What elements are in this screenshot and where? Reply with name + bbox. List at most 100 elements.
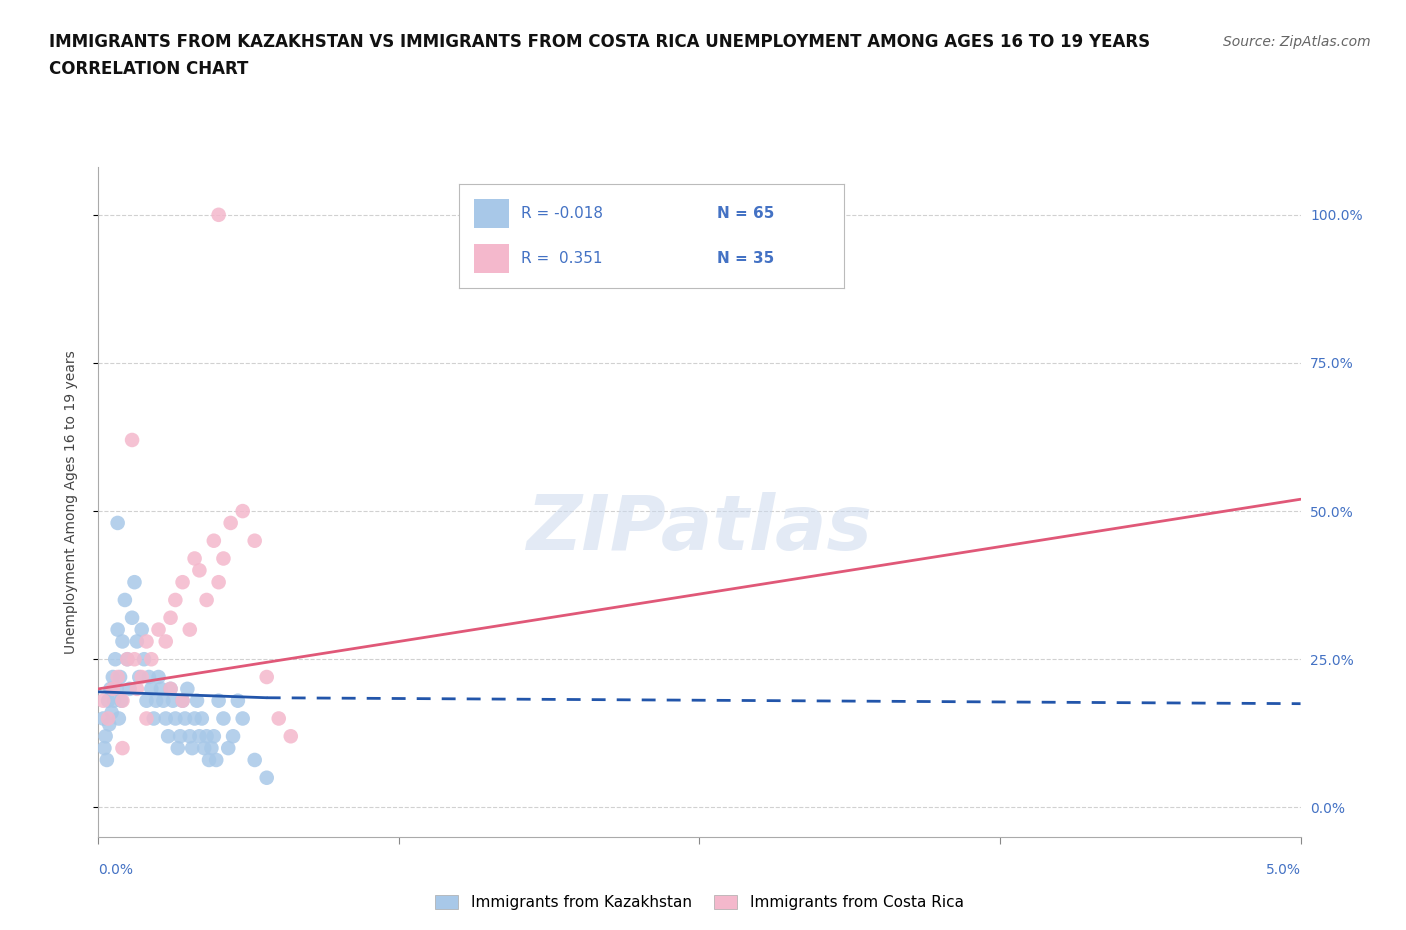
Legend: Immigrants from Kazakhstan, Immigrants from Costa Rica: Immigrants from Kazakhstan, Immigrants f… [429, 889, 970, 916]
Point [97, 711, 120, 726]
Point [152, 693, 174, 708]
Text: 5.0%: 5.0% [1265, 862, 1301, 877]
Point [195, 592, 218, 607]
Point [212, 551, 235, 566]
Point [243, 533, 266, 548]
Point [107, 622, 129, 637]
Point [142, 711, 165, 726]
Point [100, 682, 122, 697]
Point [183, 551, 205, 566]
Point [148, 622, 170, 637]
Point [91, 693, 114, 708]
Text: ZIPatlas: ZIPatlas [526, 492, 873, 566]
Point [188, 563, 211, 578]
Y-axis label: Unemployment Among Ages 16 to 19 years: Unemployment Among Ages 16 to 19 years [63, 351, 77, 654]
Point [179, 729, 201, 744]
Text: CORRELATION CHART: CORRELATION CHART [49, 60, 249, 78]
Point [97, 693, 120, 708]
Point [157, 729, 180, 744]
Point [141, 652, 163, 667]
Point [165, 592, 187, 607]
Point [94, 729, 117, 744]
Point [172, 693, 194, 708]
Point [135, 693, 157, 708]
Point [149, 682, 172, 697]
Point [131, 622, 153, 637]
Point [202, 533, 225, 548]
Point [165, 711, 187, 726]
Point [280, 729, 302, 744]
Point [135, 634, 157, 649]
Point [198, 752, 221, 767]
Point [267, 711, 290, 726]
Point [183, 711, 205, 726]
Point [191, 711, 214, 726]
Point [256, 670, 278, 684]
Point [117, 652, 139, 667]
Point [108, 670, 131, 684]
Point [155, 711, 177, 726]
Point [208, 575, 231, 590]
Point [104, 652, 127, 667]
Point [121, 432, 143, 447]
Point [121, 610, 143, 625]
Point [93, 740, 115, 755]
Point [181, 740, 204, 755]
Point [222, 729, 245, 744]
Point [148, 670, 170, 684]
Point [98, 717, 121, 732]
Point [172, 575, 194, 590]
Point [166, 740, 188, 755]
Point [111, 693, 134, 708]
Point [188, 729, 211, 744]
Point [219, 515, 242, 530]
Point [232, 711, 254, 726]
Point [195, 729, 218, 744]
Point [96, 752, 118, 767]
Point [159, 682, 181, 697]
Point [125, 682, 148, 697]
Point [114, 592, 136, 607]
Point [162, 693, 184, 708]
Text: IMMIGRANTS FROM KAZAKHSTAN VS IMMIGRANTS FROM COSTA RICA UNEMPLOYMENT AMONG AGES: IMMIGRANTS FROM KAZAKHSTAN VS IMMIGRANTS… [49, 33, 1150, 50]
Point [208, 207, 231, 222]
Point [111, 740, 134, 755]
Point [124, 652, 146, 667]
Point [200, 740, 222, 755]
Point [107, 670, 129, 684]
Point [117, 652, 139, 667]
Point [159, 682, 181, 697]
Point [107, 515, 129, 530]
Point [141, 682, 163, 697]
Point [226, 693, 249, 708]
Point [110, 693, 132, 708]
Point [174, 711, 197, 726]
Point [100, 705, 122, 720]
Point [111, 634, 134, 649]
Point [179, 622, 201, 637]
Point [101, 670, 124, 684]
Point [212, 711, 235, 726]
Point [132, 652, 155, 667]
Point [193, 740, 215, 755]
Text: 0.0%: 0.0% [98, 862, 134, 877]
Point [118, 682, 141, 697]
Point [155, 634, 177, 649]
Point [176, 682, 198, 697]
Point [138, 670, 160, 684]
Point [208, 693, 231, 708]
Point [205, 752, 228, 767]
Point [108, 711, 131, 726]
Point [169, 729, 191, 744]
Point [202, 729, 225, 744]
Point [135, 711, 157, 726]
Point [256, 770, 278, 785]
Point [91, 711, 114, 726]
Point [145, 693, 167, 708]
Point [124, 575, 146, 590]
Point [101, 682, 124, 697]
Text: Source: ZipAtlas.com: Source: ZipAtlas.com [1223, 35, 1371, 49]
Point [105, 682, 128, 697]
Point [217, 740, 239, 755]
Point [131, 670, 153, 684]
